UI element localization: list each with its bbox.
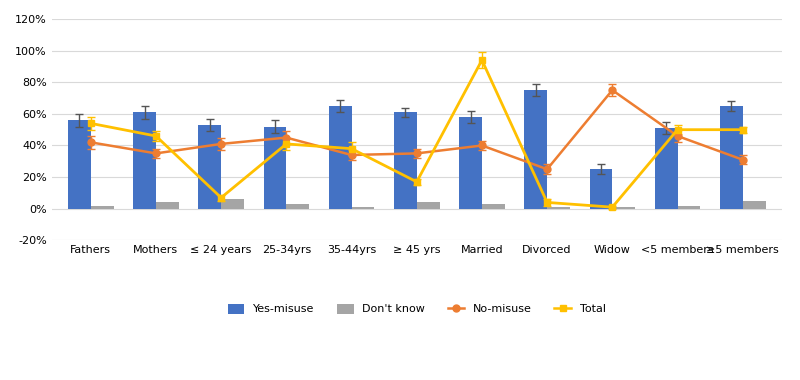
Bar [329,106,351,209]
Bar [590,169,612,209]
Bar [654,128,678,209]
Bar [221,199,244,209]
Bar [394,112,417,209]
Bar [742,201,766,209]
Legend: Yes-misuse, Don't know, No-misuse, Total: Yes-misuse, Don't know, No-misuse, Total [223,299,610,319]
Bar [156,203,178,209]
Bar [90,206,114,209]
Bar [547,207,570,209]
Bar [482,204,505,209]
Bar [133,112,156,209]
Bar [263,127,286,209]
Bar [198,125,221,209]
Bar [524,90,547,209]
Bar [286,204,309,209]
Bar [459,117,482,209]
Bar [678,206,700,209]
Bar [417,203,439,209]
Bar [612,207,635,209]
Bar [720,106,742,209]
Bar [351,207,374,209]
Bar [68,120,90,209]
